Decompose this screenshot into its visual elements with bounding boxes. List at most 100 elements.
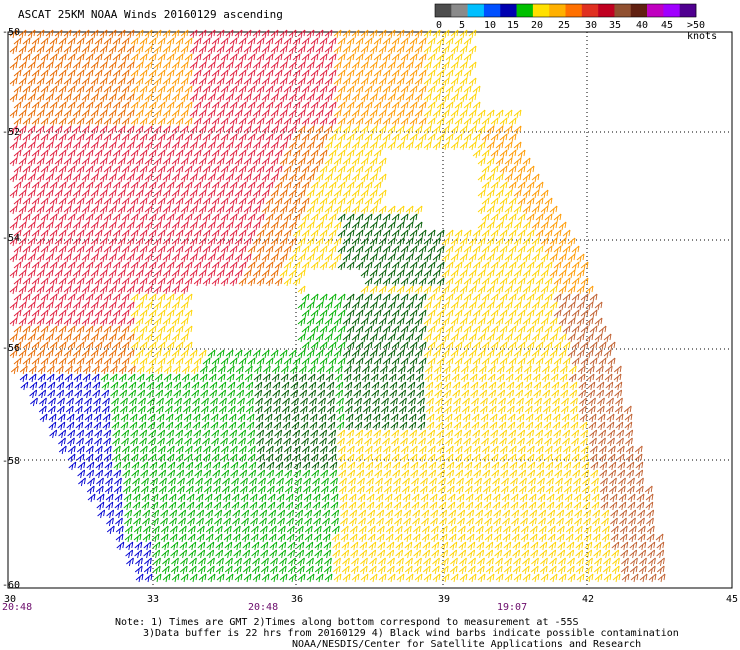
wind-barb — [378, 189, 387, 199]
wind-barb — [342, 77, 351, 87]
wind-barb — [274, 85, 283, 95]
wind-barb — [432, 61, 441, 71]
wind-barb — [198, 77, 207, 87]
wind-barb — [409, 53, 418, 63]
wind-barb — [346, 69, 355, 79]
wind-barb — [256, 85, 265, 95]
wind-barb — [216, 157, 225, 167]
wind-barb — [157, 117, 166, 127]
wind-barb — [270, 157, 279, 167]
wind-barb — [184, 133, 193, 143]
wind-barb — [324, 77, 333, 87]
wind-barb — [243, 109, 252, 119]
wind-barb — [153, 189, 162, 199]
wind-barb — [535, 197, 544, 207]
wind-barb — [189, 221, 198, 231]
wind-barb — [72, 77, 81, 87]
wind-barb — [22, 53, 31, 63]
wind-barb — [126, 45, 135, 55]
wind-barb — [166, 149, 175, 159]
wind-barb — [378, 45, 387, 55]
legend-label: 40 — [636, 20, 649, 31]
wind-barb — [297, 157, 306, 167]
wind-barb — [63, 29, 72, 39]
wind-barb — [346, 101, 355, 111]
wind-barb — [148, 37, 157, 47]
wind-barb — [301, 149, 310, 159]
wind-barb — [252, 221, 261, 231]
wind-barb — [472, 117, 481, 127]
wind-barb — [117, 77, 126, 87]
wind-barb — [99, 61, 108, 71]
wind-barb — [243, 157, 252, 167]
wind-barb — [72, 189, 81, 199]
wind-barb — [522, 205, 531, 215]
wind-barb — [423, 141, 432, 151]
wind-barb — [468, 77, 477, 87]
wind-barb — [355, 53, 364, 63]
wind-barb — [405, 61, 414, 71]
wind-barb — [328, 85, 337, 95]
wind-barb — [108, 109, 117, 119]
wind-barb — [279, 189, 288, 199]
wind-barb — [153, 205, 162, 215]
wind-barb — [207, 77, 216, 87]
wind-barb — [144, 125, 153, 135]
wind-barb — [85, 149, 94, 159]
wind-barb — [90, 205, 99, 215]
wind-barb — [18, 45, 27, 55]
legend-swatch — [516, 4, 534, 17]
wind-barb — [508, 117, 517, 127]
lat-label-50: -50 — [2, 27, 21, 38]
wind-barb — [76, 117, 85, 127]
wind-barb — [315, 93, 324, 103]
wind-barb — [18, 173, 27, 183]
wind-barb — [198, 109, 207, 119]
wind-barb — [36, 93, 45, 103]
wind-barb — [427, 133, 436, 143]
wind-barb — [9, 29, 18, 39]
wind-barb — [162, 61, 171, 71]
wind-barb — [211, 149, 220, 159]
wind-barb — [396, 141, 405, 151]
wind-barb — [202, 117, 211, 127]
wind-barb — [346, 197, 355, 207]
wind-barb — [184, 117, 193, 127]
wind-barb — [193, 69, 202, 79]
wind-barb — [544, 197, 553, 207]
wind-barb — [301, 213, 310, 223]
wind-barb — [189, 125, 198, 135]
wind-barb — [256, 133, 265, 143]
wind-barb — [76, 133, 85, 143]
wind-barb — [153, 173, 162, 183]
wind-barb — [544, 213, 553, 223]
wind-barb — [229, 213, 238, 223]
wind-barb — [85, 117, 94, 127]
wind-barb — [193, 101, 202, 111]
wind-barb — [22, 181, 31, 191]
wind-barb — [337, 53, 346, 63]
wind-barb — [180, 125, 189, 135]
wind-barb — [13, 117, 22, 127]
wind-barb — [220, 197, 229, 207]
legend-swatch — [435, 4, 452, 17]
wind-barb — [306, 221, 315, 231]
wind-barb — [13, 165, 22, 175]
wind-barb — [171, 77, 180, 87]
wind-barb — [22, 197, 31, 207]
wind-barb — [256, 213, 265, 223]
wind-barb — [162, 29, 171, 39]
wind-barb — [13, 37, 22, 47]
wind-barb — [103, 149, 112, 159]
wind-barb — [49, 165, 58, 175]
wind-barb — [490, 165, 499, 175]
wind-barb — [463, 133, 472, 143]
wind-barb — [436, 69, 445, 79]
wind-barb — [130, 213, 139, 223]
wind-barb — [328, 101, 337, 111]
wind-barb — [85, 37, 94, 47]
wind-barb — [13, 133, 22, 143]
wind-barb — [27, 157, 36, 167]
wind-barb — [117, 93, 126, 103]
wind-barb — [139, 229, 148, 239]
